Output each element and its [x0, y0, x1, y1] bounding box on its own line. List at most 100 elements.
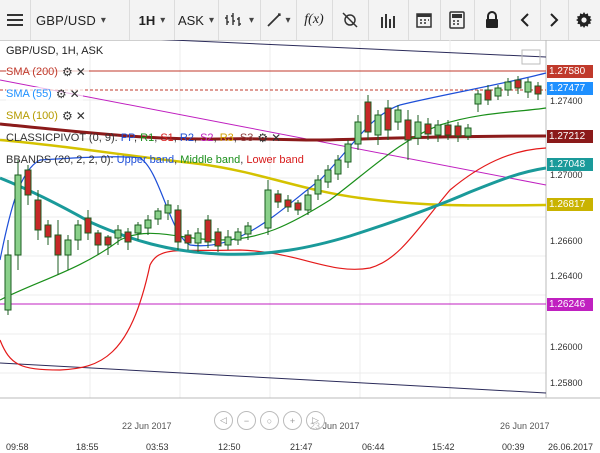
chart-header-label: GBP/USD, 1H, ASK	[6, 45, 104, 57]
legend-item: ,	[174, 154, 181, 166]
draw-button[interactable]: ▾	[260, 0, 297, 40]
date-label: 26 Jun 2017	[500, 421, 550, 431]
legend-item: Lower band	[246, 154, 304, 166]
legend-item: R3	[219, 132, 234, 144]
legend-item: S1	[160, 132, 174, 144]
legend-item: R2	[179, 132, 194, 144]
chart-header: GBP/USD, 1H, ASK	[6, 44, 103, 58]
x-tick: 21:47	[290, 442, 313, 452]
y-tick: 1.27000	[550, 170, 583, 180]
chart-toolbar: GBP/USD ▾ 1H ▾ ASK ▾ ▾ ▾ f(x)	[0, 0, 600, 41]
legend-item: ,	[240, 154, 247, 166]
y-tick: 1.26600	[550, 236, 583, 246]
x-tick: 06:44	[362, 442, 385, 452]
chevron-down-icon: ▾	[248, 14, 255, 26]
symbol-label: GBP/USD	[36, 12, 96, 28]
calendar-button[interactable]	[408, 0, 441, 40]
chevron-down-icon: ▾	[160, 14, 166, 26]
legend-item: S2	[200, 132, 214, 144]
symbol-selector[interactable]: GBP/USD ▾	[30, 0, 130, 40]
chevron-down-icon: ▾	[100, 14, 106, 26]
legend-item: ,	[173, 132, 180, 144]
legend-prefix: CLASSICPIVOT (0, 9):	[6, 132, 121, 144]
x-tick: 00:39	[502, 442, 525, 452]
legend-tools[interactable]: ⚙✕	[61, 109, 89, 123]
calculator-icon	[449, 11, 465, 29]
price-label-pivot: 1.27212	[547, 130, 593, 143]
chart-scroll-controls: ◁ − ○ + ▷	[214, 411, 325, 430]
chart-canvas[interactable]	[0, 40, 600, 453]
next-icon	[550, 13, 559, 27]
legend-item: R1	[140, 132, 155, 144]
legend-tools[interactable]: ⚙✕	[55, 87, 83, 101]
x-tick: 03:53	[146, 442, 169, 452]
legend-sma-55[interactable]: SMA (55) ⚙✕	[6, 87, 83, 101]
calendar-icon	[416, 13, 432, 28]
chart-type-button[interactable]: ▾	[218, 0, 261, 40]
legend-label: SMA (100)	[6, 110, 58, 122]
scroll-right-icon[interactable]: ▷	[306, 411, 325, 430]
x-tick: 12:50	[218, 442, 241, 452]
pivot-legend-text: CLASSICPIVOT (0, 9): PP, R1, S1, R2, S2,…	[6, 131, 253, 145]
zoom-out-icon[interactable]: −	[237, 411, 256, 430]
crosshair-button[interactable]	[332, 0, 369, 40]
chevron-down-icon: ▾	[285, 14, 291, 26]
volume-icon	[381, 14, 395, 28]
legend-item: ,	[134, 132, 141, 144]
legend-item: Upper band	[116, 154, 175, 166]
draw-icon	[267, 13, 282, 27]
menu-button[interactable]	[0, 0, 31, 40]
legend-tools[interactable]: ⚙✕	[61, 65, 89, 79]
settings-icon	[576, 12, 592, 28]
volume-button[interactable]	[368, 0, 409, 40]
chart-area[interactable]: GBP/USD, 1H, ASK SMA (200) ⚙✕ SMA (55) ⚙…	[0, 40, 600, 453]
price-side-selector[interactable]: ASK ▾	[174, 0, 219, 40]
price-label-sma-100: 1.26817	[547, 198, 593, 211]
next-button[interactable]	[540, 0, 569, 40]
bbands-legend-text: BBANDS (20, 2, 2, 0): Upper band, Middle…	[6, 153, 304, 167]
y-tick: 1.25800	[550, 378, 583, 388]
y-tick: 1.27400	[550, 96, 583, 106]
legend-item: S3	[239, 132, 254, 144]
legend-item: ,	[154, 132, 161, 144]
price-label-sma-55: 1.27477	[547, 82, 593, 95]
y-tick: 1.26000	[550, 342, 583, 352]
timeframe-label: 1H	[138, 12, 156, 28]
price-label-teal: 1.27048	[547, 158, 593, 171]
scroll-left-icon[interactable]: ◁	[214, 411, 233, 430]
legend-item: ,	[193, 132, 201, 144]
price-label-s2: 1.26246	[547, 298, 593, 311]
reset-icon[interactable]: ○	[260, 411, 279, 430]
crosshair-icon	[342, 12, 358, 28]
prev-icon	[520, 13, 529, 27]
settings-button[interactable]	[568, 0, 600, 40]
legend-prefix: BBANDS (20, 2, 2, 0):	[6, 154, 117, 166]
legend-item: ,	[233, 132, 240, 144]
menu-icon	[7, 14, 23, 26]
x-tick: 09:58	[6, 442, 29, 452]
legend-tools[interactable]: ⚙✕	[257, 131, 285, 145]
y-tick: 1.26400	[550, 271, 583, 281]
indicators-button[interactable]: f(x)	[296, 0, 333, 40]
expand-icon[interactable]	[521, 49, 541, 65]
timeframe-selector[interactable]: 1H ▾	[130, 0, 175, 40]
legend-label: SMA (200)	[6, 66, 58, 78]
indicator-fx-icon: f(x)	[304, 12, 324, 27]
zoom-in-icon[interactable]: +	[283, 411, 302, 430]
lock-icon	[486, 11, 498, 28]
prev-button[interactable]	[510, 0, 541, 40]
price-label-sma-200: 1.27580	[547, 65, 593, 78]
legend-classic-pivot[interactable]: CLASSICPIVOT (0, 9): PP, R1, S1, R2, S2,…	[6, 131, 284, 145]
legend-item: ,	[213, 132, 220, 144]
legend-item: PP	[120, 132, 134, 144]
legend-item: Middle band	[180, 154, 241, 166]
lock-button[interactable]	[474, 0, 511, 40]
calculator-button[interactable]	[440, 0, 475, 40]
legend-sma-200[interactable]: SMA (200) ⚙✕	[6, 65, 89, 79]
date-label: 23 Jun 2017	[310, 421, 360, 431]
legend-sma-100[interactable]: SMA (100) ⚙✕	[6, 109, 89, 123]
x-tick: 15:42	[432, 442, 455, 452]
legend-bbands[interactable]: BBANDS (20, 2, 2, 0): Upper band, Middle…	[6, 153, 304, 167]
date-label: 22 Jun 2017	[122, 421, 172, 431]
chevron-down-icon: ▾	[208, 14, 215, 26]
